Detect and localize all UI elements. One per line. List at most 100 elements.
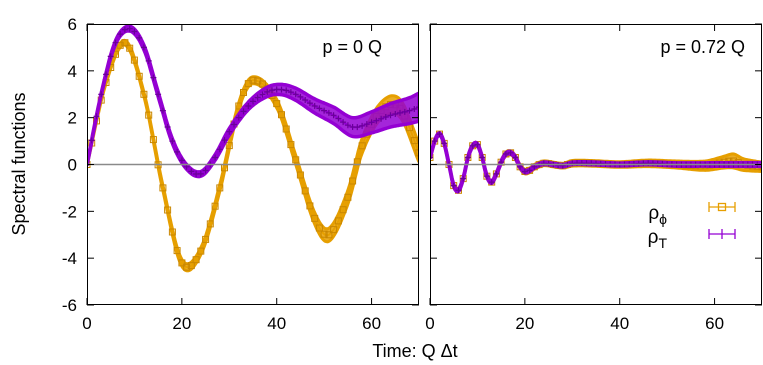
series-rho-phi-marker xyxy=(358,142,366,150)
series-rho-phi-marker xyxy=(334,217,342,225)
panel-left-ticks: 0 20 40 60 -6 -4 -2 0 2 4 6 xyxy=(62,15,419,333)
series-rho-t-marker xyxy=(159,107,166,114)
series-rho-t-marker xyxy=(311,103,318,109)
panel-right-ticks: 0 20 40 60 xyxy=(425,23,762,333)
series-rho-t-marker xyxy=(150,74,157,81)
series-rho-t-marker xyxy=(430,154,433,161)
series-rho-t-marker xyxy=(155,91,162,98)
series-rho-phi-marker xyxy=(273,100,281,108)
series-rho-phi-marker xyxy=(240,89,247,96)
series-rho-t-marker xyxy=(235,114,242,121)
series-rho-t-marker xyxy=(107,53,114,60)
series-rho-t-marker xyxy=(382,114,389,120)
series-rho-t-marker xyxy=(245,103,252,109)
series-rho-phi-marker xyxy=(292,156,300,164)
series-rho-t-marker xyxy=(250,98,256,105)
series-rho-phi-marker xyxy=(121,39,129,47)
series-rho-phi-marker xyxy=(197,247,205,255)
series-rho-phi-marker xyxy=(173,247,181,255)
series-rho-phi-marker xyxy=(306,202,314,210)
series-rho-t-marker xyxy=(378,115,385,122)
series-rho-phi-marker xyxy=(235,102,243,110)
series-rho-t-marker xyxy=(359,122,366,129)
series-rho-t-marker xyxy=(131,28,138,35)
series-rho-t-marker xyxy=(221,137,228,144)
panel-right-label: p = 0.72 Q xyxy=(660,37,745,57)
series-rho-t-marker xyxy=(368,119,375,126)
series-rho-phi-marker xyxy=(135,72,143,80)
series-rho-phi-marker xyxy=(225,142,233,150)
series-rho-t-marker xyxy=(469,142,476,149)
y-tick-label: -2 xyxy=(62,202,77,221)
series-rho-phi-marker xyxy=(140,90,148,98)
series-rho-t-marker xyxy=(441,140,448,147)
x-tick-label: 40 xyxy=(267,314,286,333)
series-rho-t-marker xyxy=(493,170,500,177)
series-rho-t-marker xyxy=(117,31,124,38)
series-rho-t-marker xyxy=(188,168,195,175)
legend-rho-phi-subscript: ϕ xyxy=(659,211,667,227)
series-rho-t-marker xyxy=(136,34,143,41)
series-rho-phi-marker xyxy=(187,262,195,270)
series-rho-phi-marker xyxy=(206,220,214,228)
x-tick-label: 60 xyxy=(362,314,381,333)
series-rho-t-marker xyxy=(240,108,247,115)
series-rho-t-marker xyxy=(164,124,171,130)
series-rho-t-marker xyxy=(335,115,342,122)
series-rho-phi-marker xyxy=(149,136,157,144)
series-rho-phi-marker xyxy=(325,231,333,239)
series-rho-t-marker xyxy=(254,94,261,101)
series-rho-t-marker xyxy=(316,105,323,112)
series-rho-t-marker xyxy=(460,175,467,182)
legend-label-rho-t: ρT xyxy=(648,227,668,251)
y-tick-label: 2 xyxy=(68,109,77,128)
series-rho-phi-marker xyxy=(415,149,419,157)
series-rho-phi-marker xyxy=(164,206,172,214)
series-rho-t-marker xyxy=(450,182,457,189)
series-rho-t-marker xyxy=(502,151,509,157)
x-tick-label: 0 xyxy=(82,314,91,333)
panel-right-plot-area xyxy=(430,130,762,194)
legend-rho-phi-key xyxy=(708,202,736,212)
series-rho-t-marker xyxy=(231,121,237,128)
series-rho-t-marker xyxy=(269,87,275,94)
series-rho-phi-marker xyxy=(202,235,210,243)
series-rho-t-marker xyxy=(330,112,337,119)
series-rho-t-marker xyxy=(392,111,399,117)
series-rho-t-marker xyxy=(197,170,204,177)
series-rho-phi-marker xyxy=(178,259,186,267)
series-rho-phi-marker xyxy=(130,56,138,64)
series-rho-phi-marker xyxy=(168,228,176,236)
series-rho-phi-marker xyxy=(192,256,200,264)
series-rho-t-marker xyxy=(512,154,519,161)
series-rho-phi-marker xyxy=(278,111,285,119)
series-rho-t-marker xyxy=(488,179,495,186)
series-rho-phi-marker xyxy=(315,224,323,232)
series-rho-phi-marker xyxy=(159,184,167,192)
series-rho-phi-marker xyxy=(344,193,352,201)
series-rho-t-marker xyxy=(363,121,370,128)
x-tick-label: 60 xyxy=(705,314,724,333)
series-rho-t-marker xyxy=(98,91,105,98)
series-rho-t-marker xyxy=(436,131,443,138)
series-rho-phi-marker xyxy=(249,76,257,84)
y-tick-label: -4 xyxy=(62,249,77,268)
legend-entry-rho-t: ρT xyxy=(648,227,736,251)
series-rho-t-marker xyxy=(140,44,147,51)
series-rho-t-marker xyxy=(145,57,152,64)
series-rho-phi-marker xyxy=(287,141,295,149)
y-tick-label: 4 xyxy=(68,62,77,81)
series-rho-t-marker xyxy=(325,109,332,116)
y-tick-label: -6 xyxy=(62,296,77,315)
series-rho-phi-marker xyxy=(211,202,219,210)
series-rho-t-marker xyxy=(226,128,233,135)
series-rho-t-marker xyxy=(545,160,552,167)
series-rho-t-marker xyxy=(507,149,514,156)
series-rho-t-marker xyxy=(112,39,119,46)
series-rho-phi-marker xyxy=(339,206,347,214)
y-axis-title: Spectral functions xyxy=(9,92,29,235)
series-rho-phi-marker xyxy=(296,171,304,179)
panel-left-label: p = 0 Q xyxy=(322,37,382,57)
series-rho-t-marker xyxy=(121,26,128,33)
series-rho-t-marker xyxy=(464,154,471,161)
